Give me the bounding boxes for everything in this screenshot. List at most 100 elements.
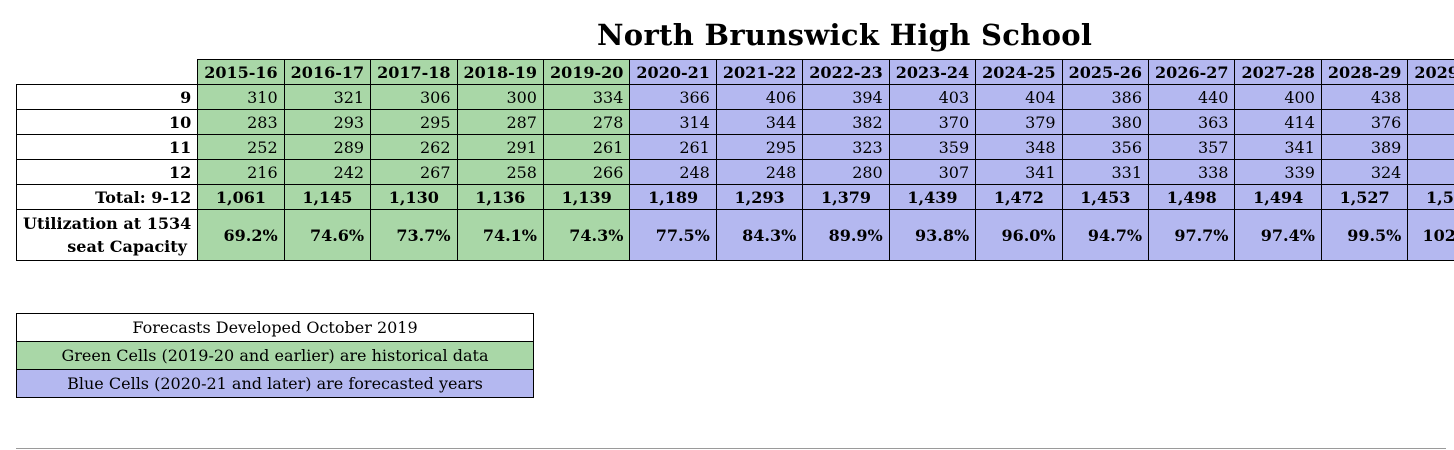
enrollment-cell: 293 [283,109,372,135]
enrollment-cell: 278 [542,109,631,135]
total-cell: 1,130 [370,184,458,210]
utilization-cell: 74.6% [283,209,372,261]
utilization-cell: 77.5% [629,209,717,261]
enrollment-cell: 380 [1061,109,1150,135]
enrollment-cell: 357 [1148,134,1236,160]
enrollment-cell: 314 [629,109,717,135]
enrollment-cell: 389 [1320,134,1409,160]
enrollment-cell: 379 [975,109,1063,135]
enrollment-cell: 356 [1061,134,1150,160]
enrollment-cell: 406 [715,84,804,110]
utilization-cell: 102.5% [1407,209,1454,261]
enrollment-cell: 370 [888,109,977,135]
year-header: 2019-20 [542,59,631,85]
utilization-cell: 89.9% [802,209,890,261]
grade-row: 9 310 321 306 300 334 366 406 394 403 404 386 440 400… [15,84,1454,110]
total-label: Total: 9-12 [15,184,199,210]
grade-label: 9 [15,84,199,110]
total-cell: 1,439 [888,184,977,210]
utilization-cell: 97.4% [1234,209,1322,261]
enrollment-cell: 306 [370,84,458,110]
utilization-label: Utilization at 1534 seat Capacity [15,209,199,261]
enrollment-cell: 310 [197,84,285,110]
enrollment-cell: 307 [888,159,977,185]
enrollment-cell: 261 [629,134,717,160]
utilization-cell: 93.8% [888,209,977,261]
utilization-cell: 84.3% [715,209,804,261]
enrollment-cell: 321 [283,84,372,110]
enrollment-cell: 295 [715,134,804,160]
enrollment-cell: 404 [975,84,1063,110]
note-developed: Forecasts Developed October 2019 [16,313,534,342]
corner-cell [16,59,199,85]
year-header: 2023-24 [888,59,977,85]
enrollment-cell: 248 [629,159,717,185]
enrollment-cell: 252 [197,134,285,160]
enrollment-cell: 370 [1407,159,1454,185]
enrollment-cell: 363 [1148,109,1236,135]
utilization-cell: 96.0% [975,209,1063,261]
total-cell: 1,189 [629,184,717,210]
enrollment-cell: 341 [1234,134,1322,160]
enrollment-cell: 258 [456,159,544,185]
year-header: 2027-28 [1234,59,1322,85]
enrollment-cell: 324 [1320,159,1409,185]
enrollment-cell: 323 [802,134,890,160]
enrollment-cell: 261 [542,134,631,160]
enrollment-cell: 376 [1320,109,1409,135]
year-header: 2029-30 [1407,59,1454,85]
page-title: North Brunswick High School [597,18,1093,52]
grade-label: 12 [15,159,199,185]
enrollment-cell: 331 [1061,159,1150,185]
enrollment-cell: 400 [1234,84,1322,110]
enrollment-cell: 353 [1407,134,1454,160]
enrollment-cell: 339 [1234,159,1322,185]
header-row: 2015-16 2016-17 2017-18 2018-19 2019-20 2020-… [16,59,1454,85]
enrollment-cell: 287 [456,109,544,135]
enrollment-cell: 300 [456,84,544,110]
total-cell: 1,498 [1148,184,1236,210]
utilization-cell: 99.5% [1320,209,1409,261]
utilization-cell: 74.1% [456,209,544,261]
enrollment-cell: 348 [975,134,1063,160]
enrollment-cell: 344 [715,109,804,135]
total-row: Total: 9-12 1,061 1,145 1,130 1,136 1,139 1,18… [15,184,1454,210]
utilization-cell: 73.7% [370,209,458,261]
enrollment-cell: 386 [1061,84,1150,110]
enrollment-cell: 414 [1234,109,1322,135]
enrollment-cell: 437 [1407,84,1454,110]
year-header: 2016-17 [283,59,372,85]
enrollment-cell: 338 [1148,159,1236,185]
enrollment-cell: 366 [629,84,717,110]
enrollment-cell: 291 [456,134,544,160]
total-cell: 1,136 [456,184,544,210]
legend-notes: Forecasts Developed October 2019 Green C… [16,313,534,398]
enrollment-cell: 216 [197,159,285,185]
enrollment-cell: 403 [888,84,977,110]
enrollment-cell: 341 [975,159,1063,185]
enrollment-cell: 334 [542,84,631,110]
total-cell: 1,494 [1234,184,1322,210]
utilization-row: Utilization at 1534 seat Capacity 69.2% 74.… [15,209,1454,261]
enrollment-cell: 359 [888,134,977,160]
enrollment-cell: 394 [802,84,890,110]
total-cell: 1,145 [283,184,372,210]
grade-row: 11 252 289 262 291 261 261 295 323 359 348 356 357 34… [15,134,1454,160]
enrollment-cell: 382 [802,109,890,135]
enrollment-cell: 262 [370,134,458,160]
utilization-cell: 69.2% [197,209,285,261]
utilization-cell: 94.7% [1061,209,1150,261]
year-header: 2026-27 [1148,59,1236,85]
enrollment-table: 2015-16 2016-17 2017-18 2018-19 2019-20 2020-… [15,59,1454,261]
enrollment-cell: 267 [370,159,458,185]
utilization-label-line1: Utilization at 1534 [23,214,192,233]
total-cell: 1,061 [197,184,285,210]
utilization-label-line2: seat Capacity [67,237,187,256]
total-cell: 1,472 [975,184,1063,210]
year-header: 2028-29 [1320,59,1409,85]
year-header: 2017-18 [370,59,458,85]
enrollment-cell: 283 [197,109,285,135]
grade-row: 12 216 242 267 258 266 248 248 280 307 341 331 338 33… [15,159,1454,185]
note-forecast: Blue Cells (2020-21 and later) are forec… [16,369,534,398]
total-cell: 1,572 [1407,184,1454,210]
